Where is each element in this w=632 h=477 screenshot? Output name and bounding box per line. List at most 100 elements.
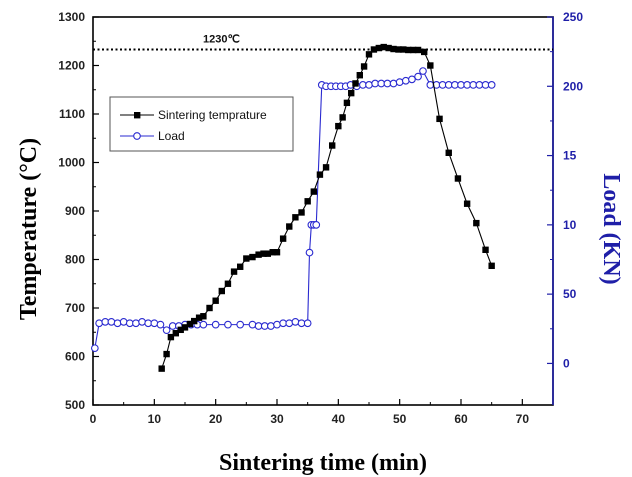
temperature-point (343, 99, 351, 107)
temperature-point (255, 251, 262, 258)
temperature-point (421, 48, 428, 56)
legend-marker-load (133, 132, 141, 140)
load-point (90, 344, 99, 353)
temperature-series (158, 43, 495, 372)
temperature-point (177, 326, 184, 334)
y-right-tick-label: 10 (563, 218, 577, 232)
y-right-tick-label: 0 (563, 356, 570, 370)
load-point (199, 320, 208, 329)
load-point (162, 326, 171, 335)
temperature-point (279, 235, 287, 242)
load-point (419, 67, 427, 75)
load-point (389, 79, 398, 88)
load-point (156, 320, 165, 329)
y-left-tick-label: 700 (65, 301, 85, 315)
y-left-tick-label: 1100 (59, 107, 85, 121)
y-right-tick-label: 15 (563, 149, 577, 163)
x-tick-label: 0 (90, 412, 97, 426)
load-point (414, 72, 422, 81)
temperature-point (269, 249, 276, 256)
temperature-point (356, 72, 363, 79)
x-tick-label: 30 (270, 412, 284, 426)
temperature-point (167, 333, 175, 341)
temperature-point (365, 51, 373, 58)
load-point (365, 81, 373, 89)
temperature-point (370, 46, 378, 53)
temperature-point (405, 46, 412, 54)
load-point (285, 319, 294, 328)
temperature-point (230, 268, 238, 275)
load-series (90, 67, 496, 353)
temperature-point (158, 365, 165, 372)
temperature-point (200, 313, 207, 320)
temperature-point (454, 175, 462, 182)
temperature-point (264, 250, 271, 257)
temperature-point (395, 46, 402, 53)
load-point (132, 319, 140, 328)
temperature-point (298, 209, 305, 216)
temperature-point (243, 255, 250, 262)
load-point (291, 318, 300, 326)
temperature-point (375, 44, 383, 52)
temperature-point (473, 219, 480, 227)
temperature-point (445, 149, 452, 156)
temperature-point (335, 122, 342, 130)
y-left-tick-label: 1300 (58, 10, 85, 24)
temperature-point (304, 198, 311, 205)
temperature-point (316, 171, 324, 178)
legend-label-temperature: Sintering temprature (158, 108, 267, 122)
temperature-point (348, 89, 355, 97)
temperature-point (260, 250, 267, 257)
load-point (248, 320, 257, 329)
y-right-tick-label: 250 (563, 10, 583, 24)
load-point (303, 319, 312, 328)
y-axis-left-title: Temperature (°C) (16, 138, 42, 320)
temperature-point (488, 262, 495, 270)
temperature-point (292, 214, 299, 221)
load-point (273, 320, 281, 329)
temperature-point (186, 320, 194, 328)
y-left-tick-label: 500 (65, 398, 85, 412)
load-point (113, 319, 122, 328)
temperature-point (360, 63, 368, 70)
load-point (224, 320, 232, 329)
y-left-tick-label: 1000 (58, 156, 85, 170)
temperature-point (286, 223, 293, 230)
temperature-point (400, 46, 407, 53)
temperature-point (482, 246, 489, 253)
load-point (395, 78, 404, 86)
temperature-point (436, 115, 443, 123)
y-left-tick-label: 900 (65, 204, 85, 218)
reference-line-label: 1230℃ (203, 33, 240, 45)
load-point (267, 322, 275, 330)
temperature-point (206, 304, 213, 312)
x-tick-label: 20 (209, 412, 223, 426)
temperature-point (163, 350, 170, 358)
load-point (211, 320, 220, 329)
x-tick-label: 50 (393, 412, 407, 426)
y-left-tick-label: 1200 (58, 59, 85, 73)
load-point (312, 221, 321, 229)
load-point (236, 320, 245, 329)
x-tick-label: 40 (332, 412, 346, 426)
legend-label-load: Load (158, 129, 185, 143)
temperature-point (329, 142, 336, 149)
axes: 0 10 20 30 40 50 60 705006007008009001000110012… (58, 10, 583, 426)
temperature-point (237, 263, 244, 270)
load-point (150, 319, 159, 328)
temperature-point (463, 200, 471, 207)
temperature-point (218, 287, 225, 295)
temperature-point (181, 324, 189, 331)
x-tick-label: 10 (148, 412, 162, 426)
annotation: 1230℃ (93, 33, 553, 51)
y-axis-right-title: Load (KN) (598, 173, 624, 284)
legend: Sintering temprature Load (109, 96, 294, 152)
plot-area (92, 16, 554, 406)
temperature-point (212, 297, 219, 304)
legend-box (109, 96, 294, 152)
temperature-point (191, 317, 198, 325)
load-point (408, 75, 416, 84)
y-right-tick-label: 200 (563, 79, 583, 93)
load-point (138, 318, 146, 326)
